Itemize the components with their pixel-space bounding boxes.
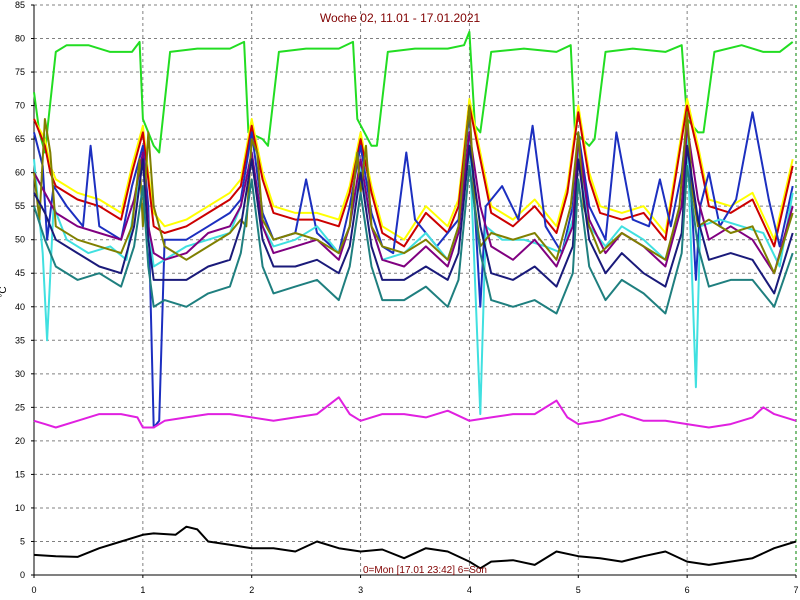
y-axis-label: °C [0,286,9,297]
y-tick-label: 30 [15,369,25,379]
x-tick-label: 7 [793,585,798,595]
y-tick-label: 35 [15,335,25,345]
x-tick-label: 2 [249,585,254,595]
chart-title: Woche 02, 11.01 - 17.01.2021 [320,11,481,25]
y-tick-label: 55 [15,201,25,211]
y-tick-label: 10 [15,503,25,513]
series-line-7 [33,104,794,275]
y-tick-label: 85 [15,0,25,10]
x-tick-label: 5 [576,585,581,595]
series-line-8 [33,144,794,295]
y-tick-label: 25 [15,402,25,412]
series-line-3 [33,104,794,248]
x-tick-label: 1 [140,585,145,595]
series-line-6 [33,124,794,275]
x-tick-label: 0 [31,585,36,595]
y-tick-label: 15 [15,469,25,479]
y-tick-label: 5 [20,536,25,546]
x-tick-label: 6 [685,585,690,595]
y-tick-label: 75 [15,67,25,77]
x-tick-label: 3 [358,585,363,595]
y-tick-label: 65 [15,134,25,144]
y-tick-label: 0 [20,570,25,580]
y-tick-label: 70 [15,101,25,111]
y-tick-label: 60 [15,168,25,178]
series-line-10 [33,525,797,570]
y-tick-label: 50 [15,235,25,245]
series-line-11 [33,396,797,429]
y-tick-label: 40 [15,302,25,312]
y-tick-label: 80 [15,34,25,44]
series-layer [33,30,797,570]
series-line-1 [33,30,794,154]
y-tick-label: 20 [15,436,25,446]
timestamp-annotation: 0=Mon [17.01 23:42] 6=Son [363,565,487,576]
x-tick-label: 4 [467,585,472,595]
series-line-9 [33,164,794,315]
y-tick-label: 45 [15,268,25,278]
